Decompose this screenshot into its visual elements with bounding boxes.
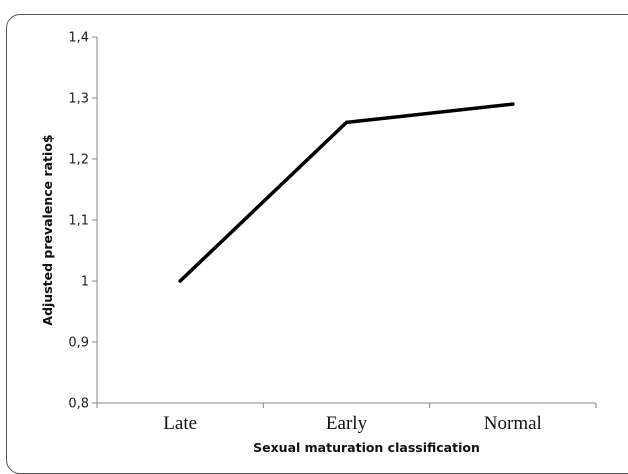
x-tick-label: Early [326,413,368,434]
x-tick-label: Normal [484,413,542,434]
series-line [178,102,515,283]
x-axis: Late Early Normal [96,402,597,434]
y-tick-label: 1,3 [68,92,89,107]
y-tick-label: 1,2 [68,153,89,168]
y-tick-label: 1 [81,275,89,290]
x-tick-label: Late [163,413,197,434]
x-axis-title: Sexual maturation classification [253,440,480,455]
line-chart: 1,4 1,3 1,2 1,1 1 0,9 0,8 Late Early Normal Sexu… [40,31,597,455]
y-axis-title: Adjusted prevalence ratio$ [40,134,55,325]
data-point [345,120,348,124]
y-tick-label: 0,8 [68,397,89,412]
data-point [511,102,515,106]
data-point [178,279,182,283]
series-group [178,102,515,283]
y-tick-label: 0,9 [68,336,89,351]
y-tick-label: 1,1 [68,214,89,229]
y-axis: 1,4 1,3 1,2 1,1 1 0,9 0,8 [68,31,98,412]
y-tick-label: 1,4 [68,31,89,46]
